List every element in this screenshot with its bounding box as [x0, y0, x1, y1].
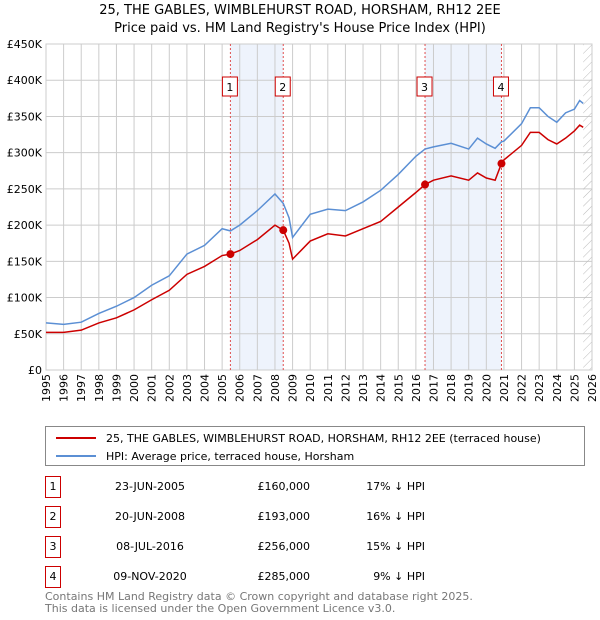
- series-line-property: [46, 124, 584, 334]
- y-tick-label: £50K: [14, 328, 43, 341]
- sale-point: [279, 226, 288, 235]
- sale-number: 4: [45, 566, 61, 588]
- legend-item-property: 25, THE GABLES, WIMBLEHURST ROAD, HORSHA…: [56, 429, 541, 447]
- shaded-range: [230, 44, 284, 370]
- x-tick-label: 2005: [216, 374, 229, 402]
- sale-point: [421, 180, 430, 189]
- sale-number: 2: [45, 506, 61, 528]
- sale-row: 4 09-NOV-2020 £285,000 9% ↓ HPI: [45, 566, 445, 588]
- x-tick-label: 2018: [445, 374, 458, 402]
- x-tick-label: 2022: [516, 374, 529, 402]
- footer: Contains HM Land Registry data © Crown c…: [45, 591, 473, 615]
- sale-label: 2: [279, 81, 286, 94]
- x-tick-label: 2004: [199, 374, 212, 402]
- sale-number: 1: [45, 476, 61, 498]
- legend-swatch-hpi: [56, 455, 96, 457]
- x-tick-label: 2008: [269, 374, 282, 402]
- sale-label: 3: [421, 81, 428, 94]
- plot-area: 1995 1996 1997 1998 1999 2000 2001 2002 2003 2004…: [7, 38, 599, 402]
- x-tick-label: 2026: [586, 374, 599, 402]
- sale-date: 20-JUN-2008: [114, 510, 186, 523]
- legend: 25, THE GABLES, WIMBLEHURST ROAD, HORSHA…: [45, 426, 585, 466]
- sale-label-box: [274, 76, 291, 97]
- shaded-range: [425, 44, 502, 370]
- y-tick-label: £200K: [7, 219, 43, 232]
- legend-swatch-property: [56, 437, 96, 439]
- x-tick-label: 2025: [568, 374, 581, 402]
- sale-label: 1: [226, 81, 233, 94]
- sale-point: [226, 250, 235, 259]
- sale-date: 09-NOV-2020: [113, 570, 187, 583]
- footer-line-2: This data is licensed under the Open Gov…: [45, 602, 396, 615]
- sale-number: 3: [45, 536, 61, 558]
- x-tick-label: 2020: [480, 374, 493, 402]
- sale-price: £285,000: [257, 570, 311, 583]
- sale-hpi-diff: 16% ↓ HPI: [366, 510, 425, 523]
- x-tick-label: 2016: [410, 374, 423, 402]
- y-tick-label: £300K: [7, 147, 43, 160]
- sale-label-box: [492, 76, 509, 97]
- y-tick-label: £400K: [7, 74, 43, 87]
- x-tick-label: 1995: [40, 374, 53, 402]
- sale-row: 1 23-JUN-2005 £160,000 17% ↓ HPI: [45, 476, 445, 498]
- x-tick-label: 1997: [75, 374, 88, 402]
- x-tick-label: 2006: [234, 374, 247, 402]
- footer-line-1: Contains HM Land Registry data © Crown c…: [45, 590, 473, 603]
- legend-label-hpi: HPI: Average price, terraced house, Hors…: [106, 449, 355, 463]
- x-tick-label: 2001: [146, 374, 159, 402]
- y-tick-label: £250K: [7, 183, 43, 196]
- y-tick-label: £150K: [7, 255, 43, 268]
- plot-border: [45, 43, 593, 371]
- x-tick-label: 2013: [357, 374, 370, 402]
- x-tick-label: 2019: [463, 374, 476, 402]
- x-tick-label: 2011: [322, 374, 335, 402]
- y-tick-label: £0: [28, 364, 42, 377]
- x-tick-label: 2015: [392, 374, 405, 402]
- x-tick-label: 2014: [375, 374, 388, 402]
- sale-label-box: [416, 76, 433, 97]
- x-tick-label: 2012: [339, 374, 352, 402]
- chart-subtitle: Price paid vs. HM Land Registry's House …: [114, 21, 486, 36]
- x-tick-label: 2024: [551, 374, 564, 402]
- x-tick-label: 2003: [181, 374, 194, 402]
- x-tick-label: 1998: [93, 374, 106, 402]
- chart-title: 25, THE GABLES, WIMBLEHURST ROAD, HORSHA…: [99, 3, 501, 18]
- y-tick-label: £100K: [7, 292, 43, 305]
- sale-price: £256,000: [257, 540, 311, 553]
- x-tick-label: 1996: [58, 374, 71, 402]
- x-tick-label: 2023: [533, 374, 546, 402]
- sale-point: [497, 159, 506, 168]
- sale-price: £193,000: [257, 510, 311, 523]
- legend-item-hpi: HPI: Average price, terraced house, Hors…: [56, 447, 354, 465]
- sale-row: 2 20-JUN-2008 £193,000 16% ↓ HPI: [45, 506, 445, 528]
- x-tick-label: 2009: [287, 374, 300, 402]
- series-line-hpi: [45, 99, 584, 326]
- y-tick-label: £450K: [7, 38, 43, 51]
- sale-label: 4: [497, 81, 504, 94]
- forecast-hatch: [583, 44, 592, 370]
- sale-hpi-diff: 17% ↓ HPI: [366, 480, 425, 493]
- sale-date: 23-JUN-2005: [114, 480, 186, 493]
- sale-hpi-diff: 9% ↓ HPI: [373, 570, 425, 583]
- x-tick-label: 1999: [110, 374, 123, 402]
- x-tick-label: 2021: [498, 374, 511, 402]
- x-tick-label: 2002: [163, 374, 176, 402]
- sale-price: £160,000: [257, 480, 311, 493]
- x-tick-label: 2010: [304, 374, 317, 402]
- x-tick-label: 2007: [251, 374, 264, 402]
- sale-date: 08-JUL-2016: [116, 540, 184, 553]
- sale-hpi-diff: 15% ↓ HPI: [366, 540, 425, 553]
- x-tick-label: 2000: [128, 374, 141, 402]
- y-tick-label: £350K: [7, 110, 43, 123]
- sale-label-box: [221, 76, 238, 97]
- sale-row: 3 08-JUL-2016 £256,000 15% ↓ HPI: [45, 536, 445, 558]
- legend-label-property: 25, THE GABLES, WIMBLEHURST ROAD, HORSHA…: [106, 431, 541, 445]
- x-tick-label: 2017: [427, 374, 440, 402]
